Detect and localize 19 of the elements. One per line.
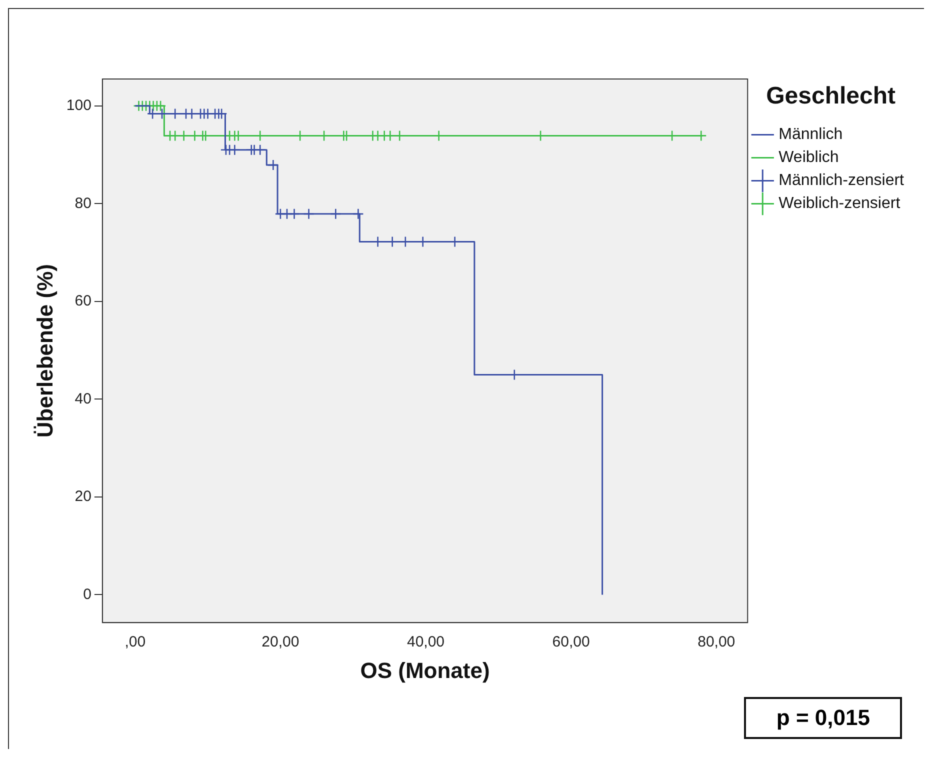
- legend-label: Männlich-zensiert: [778, 172, 905, 190]
- text: p = 0,015: [744, 697, 902, 739]
- x-tick-label: ,00: [124, 634, 146, 651]
- legend-title: Geschlecht: [766, 82, 896, 110]
- legend-label: Weiblich-zensiert: [778, 195, 901, 212]
- legend-label: Weiblich: [778, 149, 839, 166]
- y-tick-label: 60: [74, 292, 92, 310]
- y-tick-label: 40: [74, 390, 92, 408]
- x-tick-label: 20,00: [262, 634, 300, 651]
- y-tick-label: 100: [66, 97, 92, 114]
- y-axis-title: Überlebende (%): [32, 264, 58, 438]
- x-tick-label: 80,00: [698, 634, 736, 651]
- y-tick-label: 80: [74, 194, 92, 212]
- x-tick-label: 40,00: [406, 634, 445, 651]
- legend-label: Männlich: [778, 126, 843, 144]
- y-tick-label: 20: [74, 488, 92, 506]
- y-tick-label: 0: [83, 586, 92, 603]
- x-tick-label: 60,00: [552, 634, 590, 651]
- x-axis-title: OS (Monate): [360, 658, 490, 683]
